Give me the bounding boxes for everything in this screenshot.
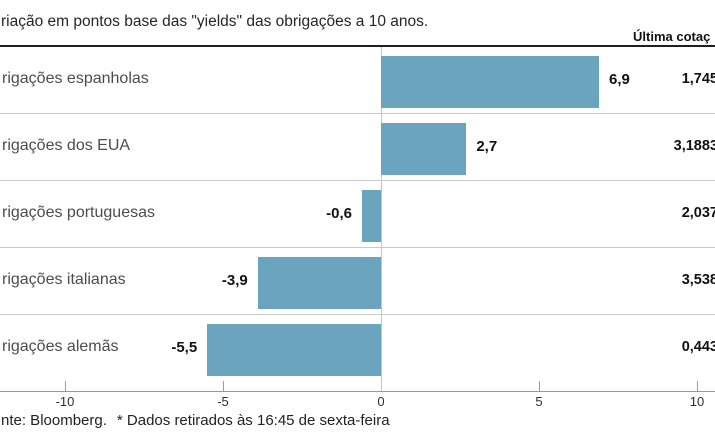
category-label: rigações italianas [2,271,126,288]
row-separator [0,180,715,181]
bar [207,324,381,376]
bar-value-label: -3,9 [221,271,248,289]
header-divider [0,45,715,47]
x-axis-tick [697,381,698,391]
bar [381,56,600,108]
last-quote-value: 0,443 [681,339,715,355]
bar [257,257,381,309]
x-axis-tick-label: 5 [535,394,543,409]
x-axis-tick-label: 0 [377,394,385,409]
last-quote-column-header: Última cotaç [633,29,711,44]
last-quote-value: 2,037 [681,205,715,221]
x-axis-tick-label: -5 [217,394,229,409]
bar-value-label: 2,7 [476,137,498,155]
bar-value-label: -5,5 [171,338,198,356]
category-label: rigações dos EUA [2,137,131,154]
last-quote-value: 3,538 [681,272,715,288]
data-note: * Dados retirados às 16:45 de sexta-feir… [116,412,390,429]
source-note: nte: Bloomberg. [1,412,107,429]
x-axis-line [0,391,715,392]
category-label: rigações portuguesas [2,204,155,221]
last-quote-value: 3,1883 [673,138,715,154]
zero-axis-line [381,47,382,391]
category-label: rigações alemãs [2,338,119,355]
row-separator [0,247,715,248]
last-quote-value: 1,745 [681,71,715,87]
x-axis-tick [539,381,540,391]
x-axis-tick [223,381,224,391]
chart-title: riação em pontos base das "yields" das o… [1,13,429,30]
footer-note: nte: Bloomberg. * Dados retirados às 16:4… [1,412,390,429]
bar-value-label: -0,6 [326,204,353,222]
row-separator [0,314,715,315]
x-axis-tick [65,381,66,391]
category-label: rigações espanholas [2,70,149,87]
x-axis-tick-label: -10 [55,394,75,409]
x-axis-tick-label: 10 [689,394,705,409]
row-separator [0,113,715,114]
bar-value-label: 6,9 [609,70,630,88]
bar [381,123,467,175]
bar [362,190,381,242]
